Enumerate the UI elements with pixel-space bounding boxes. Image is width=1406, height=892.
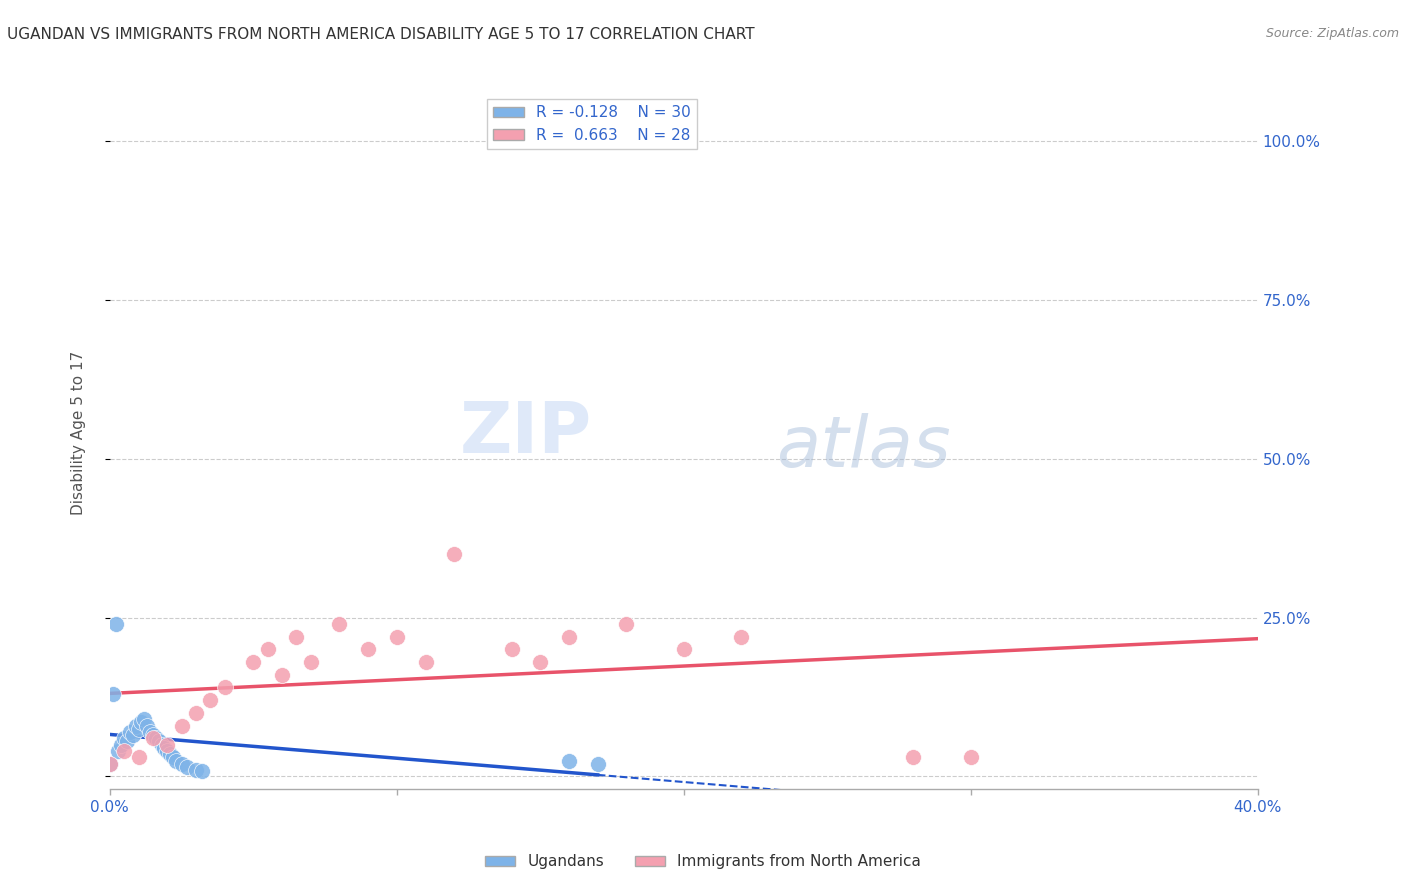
Point	[112, 731, 135, 746]
Point	[134, 712, 156, 726]
Point	[176, 760, 198, 774]
Point	[150, 738, 173, 752]
Point	[242, 655, 264, 669]
Point	[357, 642, 380, 657]
Point	[903, 750, 925, 764]
Text: ZIP: ZIP	[460, 399, 592, 467]
Point	[256, 642, 278, 657]
Point	[385, 630, 408, 644]
Point	[271, 667, 294, 681]
Point	[200, 693, 222, 707]
Point	[104, 616, 127, 631]
Point	[142, 728, 165, 742]
Point	[121, 728, 143, 742]
Point	[128, 750, 150, 764]
Point	[159, 747, 181, 762]
Point	[136, 718, 159, 732]
Point	[98, 756, 121, 771]
Point	[115, 734, 138, 748]
Point	[184, 706, 207, 720]
Point	[672, 642, 695, 657]
Point	[170, 756, 193, 771]
Point	[501, 642, 523, 657]
Point	[558, 754, 581, 768]
Y-axis label: Disability Age 5 to 17: Disability Age 5 to 17	[72, 351, 86, 516]
Point	[299, 655, 322, 669]
Point	[285, 630, 308, 644]
Point	[112, 744, 135, 758]
Point	[107, 744, 129, 758]
Point	[586, 756, 609, 771]
Point	[616, 616, 638, 631]
Point	[165, 754, 187, 768]
Point	[145, 731, 167, 746]
Text: Source: ZipAtlas.com: Source: ZipAtlas.com	[1265, 27, 1399, 40]
Point	[730, 630, 752, 644]
Point	[131, 715, 153, 730]
Point	[118, 725, 141, 739]
Point	[153, 740, 176, 755]
Point	[415, 655, 437, 669]
Point	[156, 738, 179, 752]
Point	[443, 547, 465, 561]
Text: UGANDAN VS IMMIGRANTS FROM NORTH AMERICA DISABILITY AGE 5 TO 17 CORRELATION CHAR: UGANDAN VS IMMIGRANTS FROM NORTH AMERICA…	[7, 27, 755, 42]
Point	[959, 750, 981, 764]
Point	[98, 756, 121, 771]
Point	[110, 738, 132, 752]
Point	[101, 687, 124, 701]
Point	[170, 718, 193, 732]
Point	[142, 731, 165, 746]
Point	[214, 681, 236, 695]
Point	[148, 734, 170, 748]
Text: atlas: atlas	[776, 413, 950, 482]
Point	[184, 763, 207, 777]
Point	[128, 722, 150, 736]
Point	[529, 655, 551, 669]
Point	[156, 744, 179, 758]
Point	[558, 630, 581, 644]
Point	[125, 718, 148, 732]
Point	[190, 764, 212, 779]
Point	[162, 750, 184, 764]
Legend: Ugandans, Immigrants from North America: Ugandans, Immigrants from North America	[478, 848, 928, 875]
Point	[139, 725, 162, 739]
Legend: R = -0.128    N = 30, R =  0.663    N = 28: R = -0.128 N = 30, R = 0.663 N = 28	[486, 99, 697, 149]
Point	[328, 616, 350, 631]
